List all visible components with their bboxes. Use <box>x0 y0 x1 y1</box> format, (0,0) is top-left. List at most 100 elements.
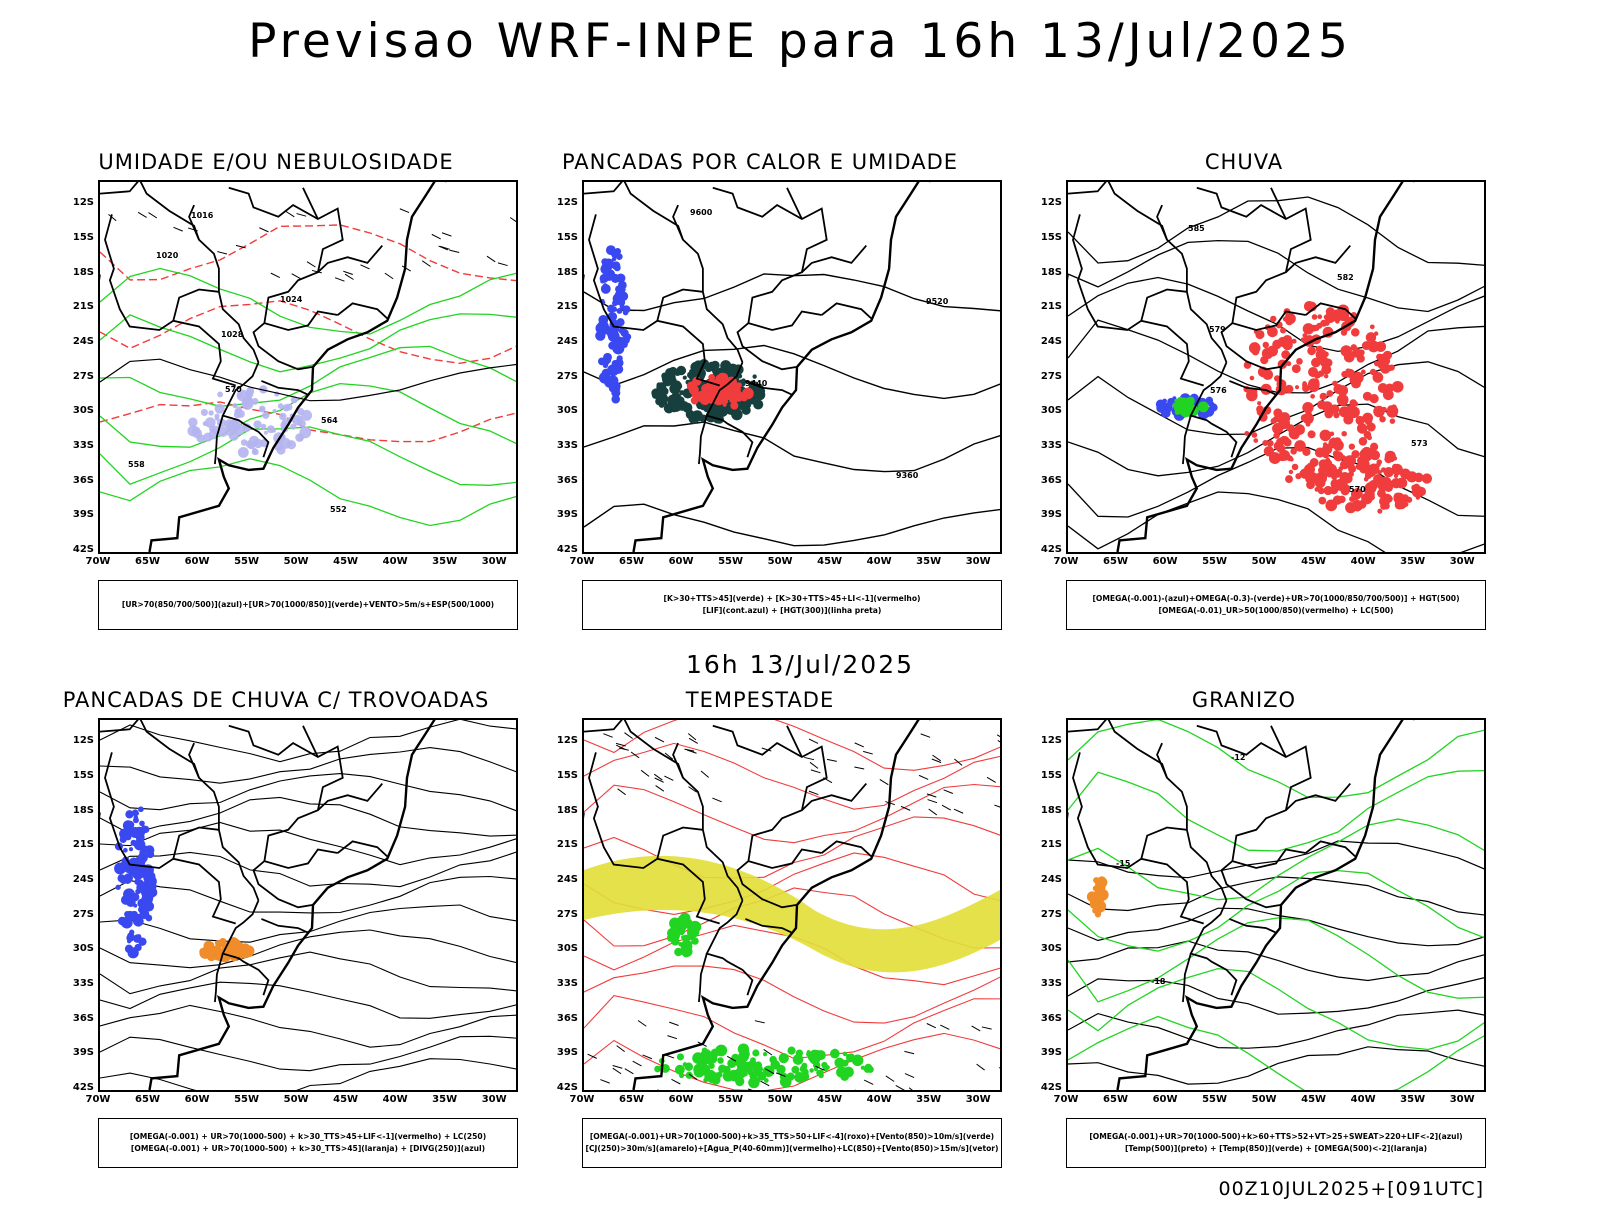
country-borders <box>1068 720 1415 1090</box>
contour-label: 552 <box>330 505 347 514</box>
latitude-tick-label: 36S <box>530 475 578 486</box>
latitude-tick-label: 30S <box>530 943 578 954</box>
contour-label: 558 <box>128 460 145 469</box>
latitude-tick-label: 27S <box>46 371 94 382</box>
latitude-tick-label: 42S <box>530 1082 578 1093</box>
latitude-tick-label: 21S <box>530 839 578 850</box>
temp500-contour <box>1068 977 1484 1014</box>
panel-title: UMIDADE E/OU NEBULOSIDADE <box>26 150 526 174</box>
latitude-tick-label: 15S <box>530 770 578 781</box>
temp850-contour <box>1068 771 1484 852</box>
longitude-tick-label: 50W <box>1244 556 1284 567</box>
latitude-tick-label: 42S <box>1014 544 1062 555</box>
panel-legend: [OMEGA(-0.001)+UR>70(1000-500)+k>35_TTS>… <box>582 1118 1002 1168</box>
latitude-tick-label: 18S <box>1014 805 1062 816</box>
longitude-tick-label: 35W <box>909 1094 949 1105</box>
longitude-tick-label: 45W <box>326 556 366 567</box>
temp500-contour <box>1068 1010 1484 1048</box>
map-plot-area: -12-15-18 <box>1066 718 1486 1092</box>
streamline <box>100 851 516 887</box>
latitude-tick-label: 27S <box>1014 371 1062 382</box>
latitude-tick-label: 24S <box>530 874 578 885</box>
latitude-tick-label: 21S <box>46 301 94 312</box>
panel-title: PANCADAS DE CHUVA C/ TROVOADAS <box>26 688 526 712</box>
contour-label: -15 <box>1116 859 1131 868</box>
longitude-tick-label: 55W <box>1195 1094 1235 1105</box>
main-title: Previsao WRF-INPE para 16h 13/Jul/2025 <box>0 14 1600 69</box>
latitude-tick-label: 42S <box>1014 1082 1062 1093</box>
legend-line: [OMEGA(-0.001)+UR>70(1000-500)+k>35_TTS>… <box>590 1131 994 1143</box>
green-humidity-contour <box>100 314 516 372</box>
contour-label: 9600 <box>690 208 713 217</box>
latitude-tick-label: 21S <box>46 839 94 850</box>
latitude-tick-label: 27S <box>46 909 94 920</box>
contour-label: 1016 <box>191 211 214 220</box>
longitude-tick-label: 65W <box>612 1094 652 1105</box>
contour-label: 1024 <box>280 295 303 304</box>
hgt300-contour <box>584 422 1000 472</box>
panel-title: TEMPESTADE <box>510 688 1010 712</box>
temp500-contour <box>1068 941 1484 980</box>
latitude-tick-label: 21S <box>530 301 578 312</box>
legend-line: [Temp(500)](preto) + [Temp(850)](verde) … <box>1125 1143 1427 1155</box>
latitude-tick-label: 42S <box>46 544 94 555</box>
panel-legend: [OMEGA(-0.001) + UR>70(1000-500) + k>30_… <box>98 1118 518 1168</box>
streamline <box>100 1036 516 1070</box>
latitude-tick-label: 21S <box>1014 301 1062 312</box>
latitude-tick-label: 33S <box>1014 978 1062 989</box>
contour-label: -18 <box>1151 977 1166 986</box>
longitude-tick-label: 35W <box>1393 556 1433 567</box>
contour-label: 564 <box>321 416 338 425</box>
wind-vectors <box>603 733 1000 815</box>
latitude-tick-label: 27S <box>1014 909 1062 920</box>
latitude-tick-label: 24S <box>1014 336 1062 347</box>
temp500-contour <box>1068 908 1484 946</box>
longitude-tick-label: 60W <box>1145 1094 1185 1105</box>
red-streamline <box>584 743 1000 809</box>
longitude-tick-label: 60W <box>661 1094 701 1105</box>
longitude-tick-label: 45W <box>810 556 850 567</box>
longitude-tick-label: 50W <box>1244 1094 1284 1105</box>
legend-line: [OMEGA(-0.001) + UR>70(1000-500) + k>30_… <box>131 1143 485 1155</box>
contour-label: 9440 <box>745 379 768 388</box>
latitude-tick-label: 33S <box>530 978 578 989</box>
longitude-tick-label: 30W <box>474 1094 514 1105</box>
longitude-tick-label: 70W <box>562 556 602 567</box>
longitude-tick-label: 70W <box>1046 1094 1086 1105</box>
longitude-tick-label: 55W <box>227 1094 267 1105</box>
streamline <box>100 930 516 968</box>
latitude-tick-label: 15S <box>530 232 578 243</box>
panel-legend: [OMEGA(-0.001)+UR>70(1000-500)+k>60+TTS>… <box>1066 1118 1486 1168</box>
legend-line: [UR>70(850/700/500)](azul)+[UR>70(1000/8… <box>122 599 494 611</box>
latitude-tick-label: 24S <box>46 874 94 885</box>
latitude-tick-label: 27S <box>530 909 578 920</box>
map-plot-area <box>582 718 1002 1092</box>
latitude-tick-label: 30S <box>46 405 94 416</box>
temp850-contour <box>1068 1017 1484 1091</box>
longitude-tick-label: 70W <box>78 1094 118 1105</box>
latitude-tick-label: 39S <box>46 509 94 520</box>
latitude-tick-label: 33S <box>46 440 94 451</box>
green-humidity-contour <box>100 346 516 406</box>
longitude-tick-label: 35W <box>425 1094 465 1105</box>
streamline <box>100 905 516 942</box>
legend-line: [OMEGA(-0.01)_UR>50(1000/850)(vermelho) … <box>1159 605 1394 617</box>
longitude-tick-label: 60W <box>1145 556 1185 567</box>
longitude-tick-label: 55W <box>711 556 751 567</box>
contour-label: 582 <box>1337 273 1354 282</box>
legend-line: [K>30+TTS>45](verde) + [K>30+TTS>45+LI<-… <box>663 593 920 605</box>
legend-line: [OMEGA(-0.001)+UR>70(1000-500)+k>60+TTS>… <box>1089 1131 1462 1143</box>
panel-title: PANCADAS POR CALOR E UMIDADE <box>510 150 1010 174</box>
latitude-tick-label: 36S <box>1014 1013 1062 1024</box>
latitude-tick-label: 18S <box>46 267 94 278</box>
contour-label: 570 <box>225 385 242 394</box>
panel-title: GRANIZO <box>994 688 1494 712</box>
panel-legend: [UR>70(850/700/500)](azul)+[UR>70(1000/8… <box>98 580 518 630</box>
longitude-tick-label: 70W <box>1046 556 1086 567</box>
latitude-tick-label: 24S <box>46 336 94 347</box>
